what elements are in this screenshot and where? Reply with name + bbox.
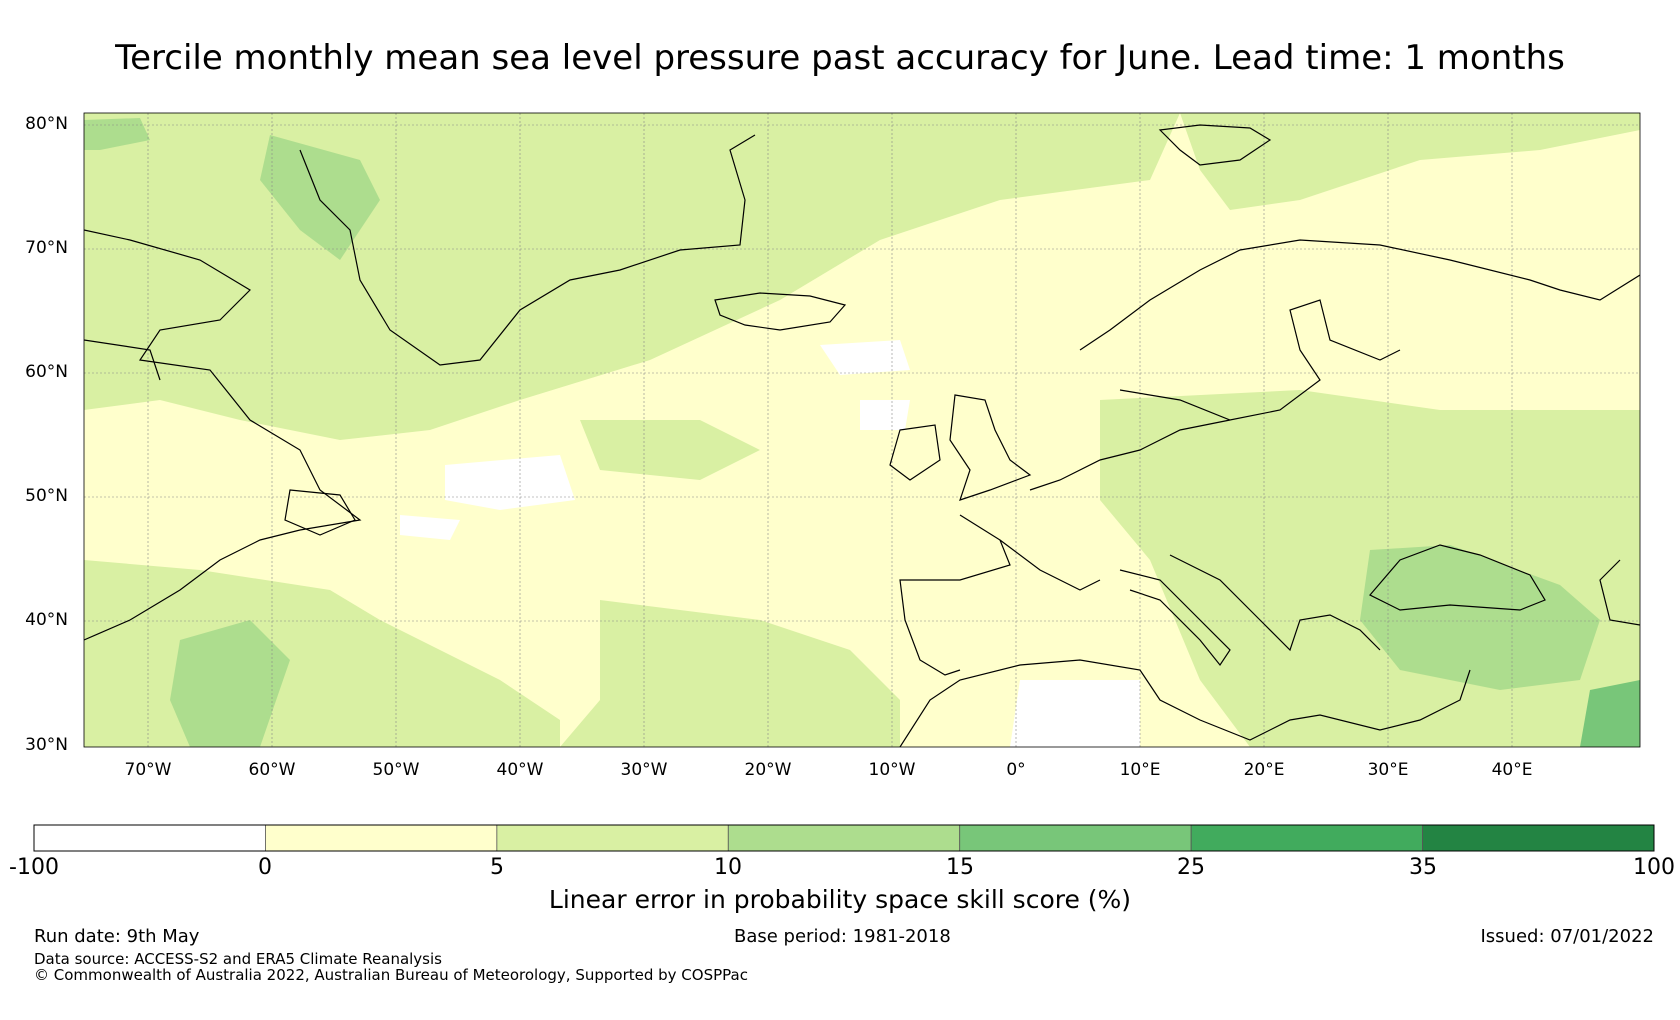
lon-label: 30°W — [620, 760, 668, 780]
lon-label: 40°E — [1491, 760, 1533, 780]
britain-coast — [949, 394, 1032, 501]
skill-region-negative — [1010, 680, 1140, 747]
lon-label: 0° — [1006, 760, 1026, 780]
baltic-coast — [1119, 299, 1401, 421]
colorbar-tick: -100 — [9, 855, 59, 880]
copyright: © Commonwealth of Australia 2022, Austra… — [34, 966, 748, 984]
colorbar-segment — [33, 824, 266, 852]
colorbar-segment — [1422, 824, 1655, 852]
canada-coast — [84, 229, 362, 641]
lat-label: 80°N — [25, 114, 68, 134]
scandinavia-coast — [1079, 239, 1640, 351]
skill-region-10-15 — [170, 620, 290, 747]
lat-label: 60°N — [25, 362, 68, 382]
skill-region-10-15 — [1360, 545, 1600, 690]
lon-label: 60°W — [248, 760, 296, 780]
colorbar-frame — [33, 824, 1655, 852]
colorbar-tick: 0 — [258, 855, 272, 880]
lon-label: 70°W — [124, 760, 172, 780]
colorbar-segment — [496, 824, 729, 852]
newfoundland-coast — [284, 489, 356, 536]
lon-label: 20°W — [744, 760, 792, 780]
coastlines — [84, 124, 1640, 747]
hudson-coast — [84, 339, 161, 381]
balkans-coast — [1169, 554, 1381, 652]
skill-region-5-10 — [560, 600, 900, 747]
lon-label: 50°W — [372, 760, 420, 780]
skill-region-15-25 — [1580, 680, 1640, 747]
colorbar-tick: 35 — [1409, 855, 1437, 880]
colorbar-segment — [265, 824, 498, 852]
data-source: Data source: ACCESS-S2 and ERA5 Climate … — [34, 950, 442, 968]
iceland-coast — [714, 292, 847, 331]
run-date: Run date: 9th May — [34, 926, 200, 947]
gridlines — [84, 113, 1640, 747]
skill-region-negative — [860, 400, 910, 430]
skill-region-5-10 — [1180, 113, 1640, 210]
colorbar-tick: 15 — [946, 855, 974, 880]
skill-region-negative — [445, 455, 575, 510]
map-title: Tercile monthly mean sea level pressure … — [115, 38, 1565, 78]
france-coast — [999, 539, 1101, 591]
colorbar-segment — [727, 824, 961, 852]
colorbar-tick: 10 — [714, 855, 742, 880]
colorbar-tick: 5 — [490, 855, 504, 880]
colorbar-segment — [959, 824, 1192, 852]
skill-region-negative — [400, 515, 460, 540]
skill-region-10-15 — [84, 118, 150, 150]
lon-label: 20°E — [1243, 760, 1285, 780]
greenland-coast — [299, 134, 756, 366]
colorbar-segment — [1190, 824, 1423, 852]
skill-region-5-10 — [580, 420, 760, 480]
north-africa-coast — [899, 659, 1471, 747]
issued-date: Issued: 07/01/2022 — [1480, 926, 1654, 947]
black-sea-coast — [1369, 544, 1546, 611]
lat-label: 40°N — [25, 610, 68, 630]
colorbar-tick: 25 — [1177, 855, 1205, 880]
plot-frame — [83, 112, 1641, 748]
lon-label: 10°W — [868, 760, 916, 780]
lat-label: 30°N — [25, 735, 68, 755]
lat-label: 50°N — [25, 486, 68, 506]
colorbar-label: Linear error in probability space skill … — [548, 885, 1132, 914]
lat-label: 70°N — [25, 238, 68, 258]
ireland-coast — [889, 424, 941, 481]
lon-label: 10°E — [1119, 760, 1161, 780]
italy-coast — [1119, 569, 1231, 667]
skill-region-negative — [820, 340, 910, 375]
svalbard-coast — [1158, 124, 1272, 166]
caspian-coast — [1599, 559, 1640, 626]
europe-coast — [1029, 419, 1231, 491]
colorbar-tick: 100 — [1633, 855, 1675, 880]
skill-region-10-15 — [260, 135, 380, 260]
lon-label: 30°E — [1367, 760, 1409, 780]
base-period: Base period: 1981-2018 — [734, 926, 951, 947]
iberia-coast — [899, 514, 1011, 676]
colorbar — [33, 824, 1655, 852]
lon-label: 40°W — [496, 760, 544, 780]
